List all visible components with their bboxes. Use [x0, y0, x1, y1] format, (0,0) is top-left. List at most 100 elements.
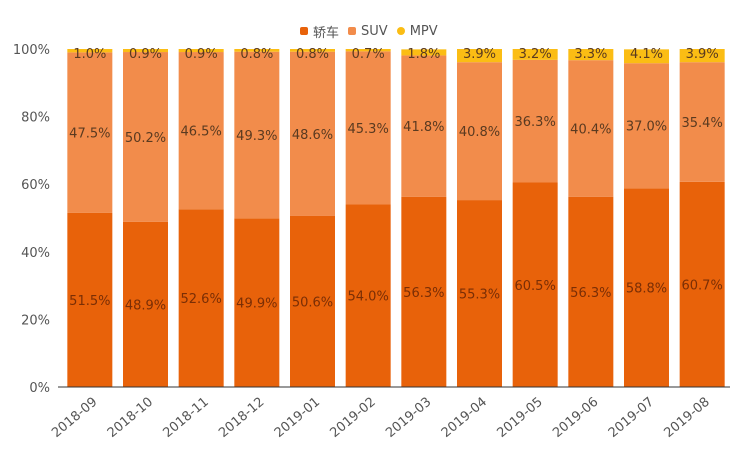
data-label: 49.3%: [236, 129, 277, 144]
y-tick-label: 60%: [21, 178, 50, 193]
data-label: 3.2%: [519, 47, 552, 62]
bar-segment-sedan: [123, 221, 168, 387]
bar-segment-sedan: [679, 181, 725, 387]
data-label: 36.3%: [515, 115, 556, 130]
data-label: 48.6%: [292, 128, 333, 143]
data-label: 47.5%: [69, 127, 110, 142]
data-label: 54.0%: [348, 290, 389, 305]
bar-segment-mpv: [568, 49, 614, 61]
legend-swatch-icon: [300, 27, 308, 35]
bar-segment-sedan: [290, 215, 335, 387]
legend-label: 轿车: [313, 25, 340, 41]
x-tick-label: 2018-09: [49, 395, 100, 441]
legend-swatch-icon: [396, 27, 405, 35]
data-label: 1.0%: [73, 47, 106, 62]
x-tick-label: 2019-04: [439, 395, 490, 441]
legend-item-suv[interactable]: SUV: [348, 24, 388, 39]
data-label: 51.5%: [69, 294, 110, 309]
x-tick-label: 2019-06: [550, 395, 601, 441]
bar-segment-mpv: [234, 49, 280, 52]
bar-segment-suv: [679, 62, 725, 182]
bar-segment-suv: [512, 59, 558, 183]
data-label: 37.0%: [626, 120, 667, 135]
data-label: 0.9%: [185, 47, 218, 62]
bar-segment-suv: [234, 51, 280, 219]
bar-segment-mpv: [178, 49, 224, 53]
bar-segment-suv: [568, 60, 614, 197]
data-label: 52.6%: [181, 292, 222, 307]
data-label: 40.4%: [570, 122, 611, 137]
legend-item-mpv[interactable]: MPV: [396, 23, 438, 39]
bar-segment-suv: [345, 51, 391, 205]
x-tick-label: 2019-05: [494, 395, 545, 441]
x-tick-label: 2018-11: [160, 395, 211, 441]
bar-segment-suv: [67, 52, 113, 213]
data-label: 60.5%: [515, 279, 556, 294]
bar-segment-mpv: [401, 49, 447, 56]
bar-segment-mpv: [624, 49, 669, 64]
bar-segment-suv: [624, 63, 669, 189]
x-tick-label: 2019-07: [606, 395, 657, 441]
data-label: 50.2%: [125, 131, 166, 146]
y-tick-label: 80%: [21, 111, 50, 126]
bar-segment-sedan: [624, 188, 669, 387]
bar-segment-sedan: [401, 196, 447, 387]
legend-label: MPV: [409, 23, 438, 39]
legend-item-sedan[interactable]: 轿车: [300, 22, 339, 41]
bar-segment-mpv: [345, 49, 391, 52]
x-tick-label: 2019-01: [272, 395, 323, 441]
data-label: 0.8%: [296, 47, 329, 62]
bar-segment-mpv: [290, 49, 335, 52]
data-label: 49.9%: [236, 297, 277, 312]
data-label: 3.3%: [574, 47, 607, 62]
data-label: 0.9%: [129, 47, 162, 62]
x-tick-label: 2018-10: [105, 395, 156, 441]
bar-segment-sedan: [512, 182, 558, 387]
data-label: 41.8%: [403, 120, 444, 135]
data-label: 1.8%: [407, 47, 440, 62]
bar-segment-sedan: [67, 212, 113, 387]
data-label: 45.3%: [348, 122, 389, 137]
bar-segment-mpv: [679, 49, 725, 63]
data-label: 60.7%: [682, 278, 723, 293]
data-label: 58.8%: [626, 282, 667, 297]
data-label: 3.9%: [463, 47, 496, 62]
bar-segment-sedan: [457, 200, 502, 387]
bar-segment-sedan: [178, 209, 224, 387]
bar-segment-sedan: [568, 196, 614, 387]
data-label: 35.4%: [682, 116, 723, 131]
y-tick-label: 0%: [29, 381, 50, 396]
x-tick-label: 2019-03: [383, 395, 434, 441]
y-tick-label: 20%: [21, 313, 50, 328]
bar-segment-sedan: [234, 218, 280, 387]
data-label: 55.3%: [459, 288, 500, 303]
bar-segment-mpv: [457, 49, 502, 63]
data-label: 0.7%: [352, 47, 385, 62]
data-label: 48.9%: [125, 298, 166, 313]
bar-segment-mpv: [512, 49, 558, 60]
bar-segment-suv: [178, 52, 224, 210]
data-label: 0.8%: [240, 47, 273, 62]
data-label: 3.9%: [686, 47, 719, 62]
legend-swatch-icon: [348, 27, 357, 35]
y-tick-label: 40%: [21, 246, 50, 261]
data-label: 56.3%: [403, 286, 444, 301]
data-label: 56.3%: [570, 286, 611, 301]
data-label: 4.1%: [630, 47, 663, 62]
legend-label: SUV: [361, 23, 388, 39]
x-tick-label: 2018-12: [216, 395, 267, 441]
bar-segment-suv: [290, 51, 335, 216]
bar-segment-suv: [401, 55, 447, 197]
y-tick-label: 100%: [13, 43, 50, 58]
data-label: 50.6%: [292, 295, 333, 310]
x-tick-label: 2019-02: [327, 395, 378, 441]
bar-segment-suv: [457, 62, 502, 201]
x-tick-label: 2019-08: [661, 395, 712, 441]
bar-segment-sedan: [345, 204, 391, 387]
bar-segment-mpv: [123, 49, 168, 53]
data-label: 46.5%: [181, 125, 222, 140]
bar-segment-suv: [123, 52, 168, 222]
bar-segment-mpv: [67, 49, 113, 53]
data-label: 40.8%: [459, 125, 500, 140]
